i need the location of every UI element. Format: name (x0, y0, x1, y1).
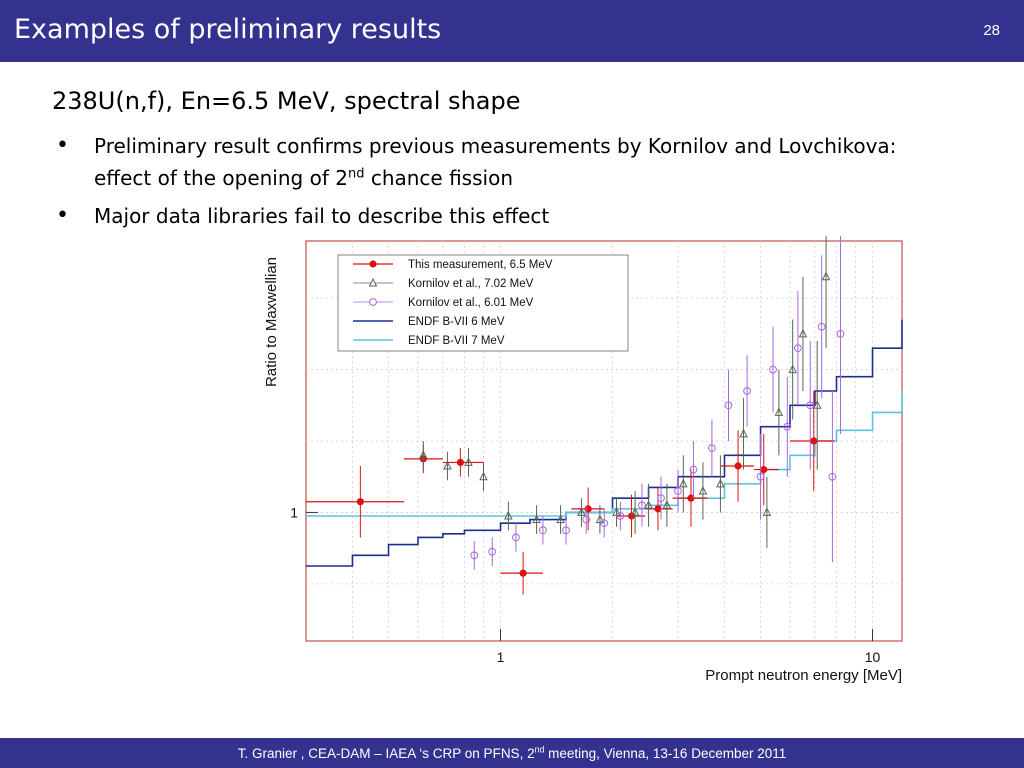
kornilov-702-point (812, 400, 822, 409)
kornilov-601-point (783, 422, 792, 431)
kornilov-601-point (674, 487, 682, 495)
this-measurement-point (760, 465, 768, 474)
page-number: 28 (983, 22, 1000, 39)
bullet-2-text: Major data libraries fail to describe th… (94, 204, 550, 228)
legend-swatch-marker (369, 260, 377, 268)
slide-footer: T. Granier , CEA-DAM – IAEA ‘s CRP on PF… (0, 738, 1024, 768)
kornilov-601-point (724, 401, 733, 410)
kornilov-601-point (743, 387, 751, 395)
bullet-1-sup: nd (347, 166, 365, 182)
footer-suffix: meeting, Vienna, 13-16 December 2011 (544, 746, 787, 761)
kornilov-702-point (556, 514, 565, 524)
y-axis-label: Ratio to Maxwellian (263, 257, 280, 387)
kornilov-601-point (817, 322, 826, 331)
kornilov-702-point (418, 450, 428, 459)
legend-swatch-marker (369, 298, 377, 306)
kornilov-702-point (644, 500, 653, 509)
kornilov-601-point (470, 551, 479, 560)
kornilov-702-point (479, 471, 488, 481)
bullet-item-2: Major data libraries fail to describe th… (52, 200, 932, 232)
kornilov-601-point (600, 519, 609, 528)
this-measurement-point (584, 505, 592, 513)
this-measurement-point (519, 569, 527, 577)
kornilov-601-point (689, 465, 698, 474)
x-axis-label: Prompt neutron energy [MeV] (705, 667, 902, 684)
kornilov-601-point (616, 512, 625, 520)
legend-entry-label: Kornilov et al., 7.02 MeV (408, 278, 534, 290)
legend-entry-label: ENDF B-VII 6 MeV (408, 316, 505, 328)
bullet-list: Preliminary result confirms previous mea… (52, 130, 932, 238)
kornilov-601-point (793, 344, 802, 353)
this-measurement-point (687, 494, 695, 502)
footer-prefix: T. Granier , CEA-DAM – IAEA ‘s CRP on PF… (237, 746, 535, 761)
kornilov-601-point (512, 533, 520, 542)
kornilov-702-point (798, 328, 808, 338)
kornilov-601-point (708, 444, 716, 453)
kornilov-702-point (443, 460, 452, 470)
legend-swatch-marker (368, 277, 378, 287)
bullet-1-tail: chance fission (364, 166, 513, 190)
kornilov-702-point (679, 478, 688, 488)
this-measurement-point (734, 462, 742, 470)
this-measurement-point (356, 498, 364, 506)
x-tick-label: 10 (865, 649, 881, 665)
kornilov-601-point (562, 526, 570, 535)
kornilov-601-point (836, 329, 845, 338)
bullet-item-1: Preliminary result confirms previous mea… (52, 130, 932, 194)
legend-entry-label: This measurement, 6.5 MeV (408, 259, 553, 271)
data-markers (306, 236, 845, 595)
kornilov-601-point (539, 526, 547, 535)
endf-curves (306, 319, 903, 567)
kornilov-702-point (595, 514, 605, 524)
kornilov-702-point (504, 510, 513, 520)
kornilov-702-point (662, 500, 672, 509)
x-tick-label: 1 (497, 649, 505, 665)
this-measurement-point (654, 505, 662, 513)
kornilov-702-point (821, 271, 831, 281)
slide-header: Examples of preliminary results 28 (0, 0, 1024, 62)
footer-sup: nd (534, 744, 545, 755)
kornilov-702-point (739, 428, 748, 438)
kornilov-601-point (657, 494, 665, 503)
kornilov-601-point (806, 401, 815, 410)
slide-title: Examples of preliminary results (14, 14, 442, 45)
kornilov-601-point (769, 365, 777, 374)
kornilov-702-point (532, 514, 541, 524)
this-measurement-point (810, 437, 818, 445)
kornilov-702-point (762, 507, 772, 516)
footer-text: T. Granier , CEA-DAM – IAEA ‘s CRP on PF… (0, 744, 1024, 761)
legend-entry-label: ENDF B-VII 7 MeV (408, 335, 505, 347)
kornilov-702-point (774, 407, 784, 416)
kornilov-702-point (788, 364, 797, 374)
kornilov-702-point (716, 478, 725, 488)
kornilov-601-point (582, 515, 591, 524)
bullet-1-text: Preliminary result confirms previous mea… (94, 134, 897, 190)
legend-box (337, 254, 629, 352)
this-measurement-point (456, 458, 464, 467)
legend-entry-label: Kornilov et al., 6.01 MeV (408, 297, 534, 309)
endf-7mev-line (306, 391, 903, 517)
kornilov-702-point (577, 507, 586, 516)
kornilov-601-point (828, 472, 837, 481)
kornilov-702-point (630, 507, 640, 516)
kornilov-601-point (638, 501, 646, 510)
kornilov-601-point (488, 547, 497, 556)
axes: 1 10 1 (290, 504, 880, 665)
kornilov-601-point (756, 472, 765, 481)
y-tick-label: 1 (290, 504, 298, 520)
ratio-chart: 1 10 1 This measurement, 6.5 MeV Kornilov e… (263, 236, 903, 684)
kornilov-702-point (612, 507, 621, 516)
this-measurement-point (627, 512, 636, 520)
legend: This measurement, 6.5 MeV Kornilov et al.… (337, 254, 629, 352)
kornilov-702-point (698, 485, 708, 495)
chart-container: 1 10 1 This measurement, 6.5 MeV Kornilov e… (250, 236, 910, 696)
kornilov-702-point (464, 457, 473, 466)
endf-6mev-line (306, 319, 903, 567)
slide-subtitle: 238U(n,f), En=6.5 MeV, spectral shape (52, 87, 521, 115)
